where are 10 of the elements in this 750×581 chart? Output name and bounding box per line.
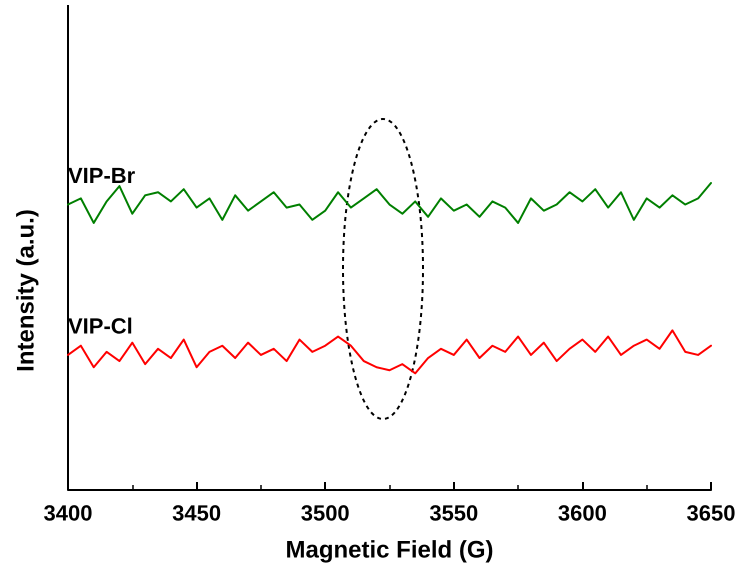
series-label: VIP-Br xyxy=(68,163,136,188)
x-tick-label: 3400 xyxy=(44,500,92,526)
x-tick-label: 3450 xyxy=(172,500,222,526)
series-label: VIP-Cl xyxy=(68,313,133,338)
x-axis-title: Magnetic Field (G) xyxy=(285,536,494,564)
x-tick-label: 3500 xyxy=(300,500,350,526)
x-tick-label: 3600 xyxy=(558,500,607,526)
x-tick-label: 3650 xyxy=(686,500,736,526)
y-axis-title: Intensity (a.u.) xyxy=(12,209,40,372)
x-tick-label: 3550 xyxy=(429,500,478,526)
